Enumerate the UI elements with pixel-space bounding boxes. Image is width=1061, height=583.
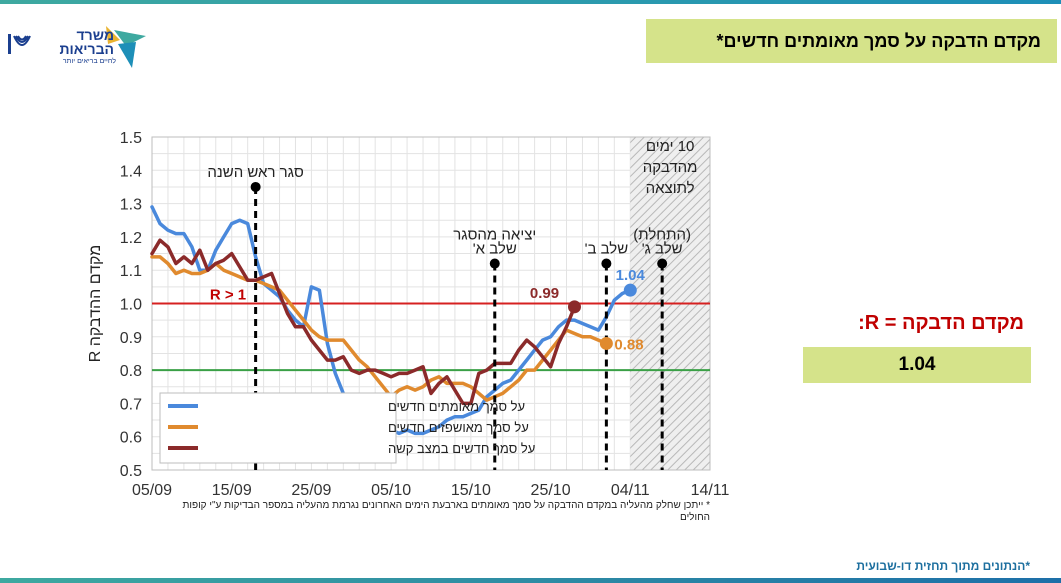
logo-graphic bbox=[8, 26, 146, 68]
legend-box bbox=[159, 392, 397, 464]
series-end-label: 1.04 bbox=[616, 267, 646, 284]
series-line bbox=[150, 255, 609, 402]
star-icon bbox=[114, 30, 146, 46]
logo-tagline: לחיים בריאים יותר bbox=[62, 58, 116, 65]
r-value: 1.04 bbox=[898, 354, 936, 375]
y-tick-label: 0.9 bbox=[120, 330, 142, 347]
legend-label: על סמך חדשים במצב קשה bbox=[388, 441, 535, 456]
event-marker bbox=[489, 258, 500, 269]
event-label: שלב ג' bbox=[642, 241, 683, 258]
event-label: שלב ב' bbox=[585, 241, 629, 258]
y-tick-label: 1.0 bbox=[120, 297, 142, 314]
y-tick-label: 0.6 bbox=[120, 430, 142, 447]
legend-label: על סמך מאומתים חדשים bbox=[388, 399, 525, 414]
x-tick-label: 14/11 bbox=[691, 482, 730, 499]
r-value-box: 1.04 bbox=[803, 347, 1031, 383]
x-tick-label: 25/10 bbox=[531, 482, 571, 499]
shaded-region-label: לתוצאה bbox=[646, 180, 695, 197]
event-marker bbox=[250, 181, 261, 192]
y-tick-label: 1.4 bbox=[120, 163, 142, 180]
x-tick-label: 25/09 bbox=[291, 482, 331, 499]
y-tick-label: 0.7 bbox=[120, 396, 142, 413]
event-label: סגר ראש השנה bbox=[207, 164, 304, 181]
shaded-region-label: 10 ימים bbox=[646, 138, 695, 155]
y-tick-label: 0.8 bbox=[120, 363, 142, 380]
event-label: (התחלת) bbox=[633, 227, 691, 244]
event-marker bbox=[601, 258, 612, 269]
event-label: שלב א' bbox=[473, 241, 517, 258]
event-label: יציאה מהסגר bbox=[453, 227, 536, 244]
bottom-accent-stripe bbox=[0, 578, 1061, 583]
y-tick-label: 1.1 bbox=[120, 263, 142, 280]
y-tick-label: 1.2 bbox=[120, 230, 142, 247]
x-tick-label: 05/10 bbox=[371, 482, 411, 499]
r-label: מקדם הדבקה = R: bbox=[858, 312, 1024, 334]
event-marker bbox=[657, 258, 668, 269]
menorah-icon bbox=[8, 34, 11, 54]
x-tick-label: 15/09 bbox=[212, 482, 252, 499]
series-end-label: 0.99 bbox=[530, 285, 559, 302]
shaded-region-label: מהדבקה bbox=[643, 159, 698, 176]
y-tick-label: 1.5 bbox=[120, 130, 142, 147]
series-line bbox=[150, 238, 577, 406]
ministry-logo: משרד הבריאות לחיים בריאים יותר bbox=[6, 22, 156, 74]
x-tick-label: 15/10 bbox=[451, 482, 491, 499]
y-tick-label: 1.3 bbox=[120, 197, 142, 214]
series-endpoint bbox=[567, 300, 581, 314]
source-note: *הנתונים מתוך תחזית דו-שבועית bbox=[856, 559, 1030, 573]
y-tick-label: 0.5 bbox=[120, 463, 142, 480]
chart-footnote: * ייתכן שחלק מהעליה במקדם ההדבקה על סמך … bbox=[182, 500, 710, 523]
series-end-label: 0.88 bbox=[614, 336, 643, 353]
y-axis-label: מקדם ההדבקה R bbox=[87, 245, 104, 362]
legend-label: על סמך מאושפזים חדשים bbox=[388, 420, 529, 435]
series-endpoint bbox=[599, 336, 613, 350]
page-title: מקדם הדבקה על סמך מאומתים חדשים* bbox=[646, 19, 1057, 63]
threshold-label: R > 1 bbox=[210, 287, 246, 304]
logo-name: משרד הבריאות bbox=[59, 27, 114, 57]
series-endpoint bbox=[623, 283, 637, 297]
x-tick-label: 05/09 bbox=[132, 482, 172, 499]
x-tick-label: 04/11 bbox=[611, 482, 650, 499]
top-accent-stripe bbox=[0, 0, 1061, 4]
